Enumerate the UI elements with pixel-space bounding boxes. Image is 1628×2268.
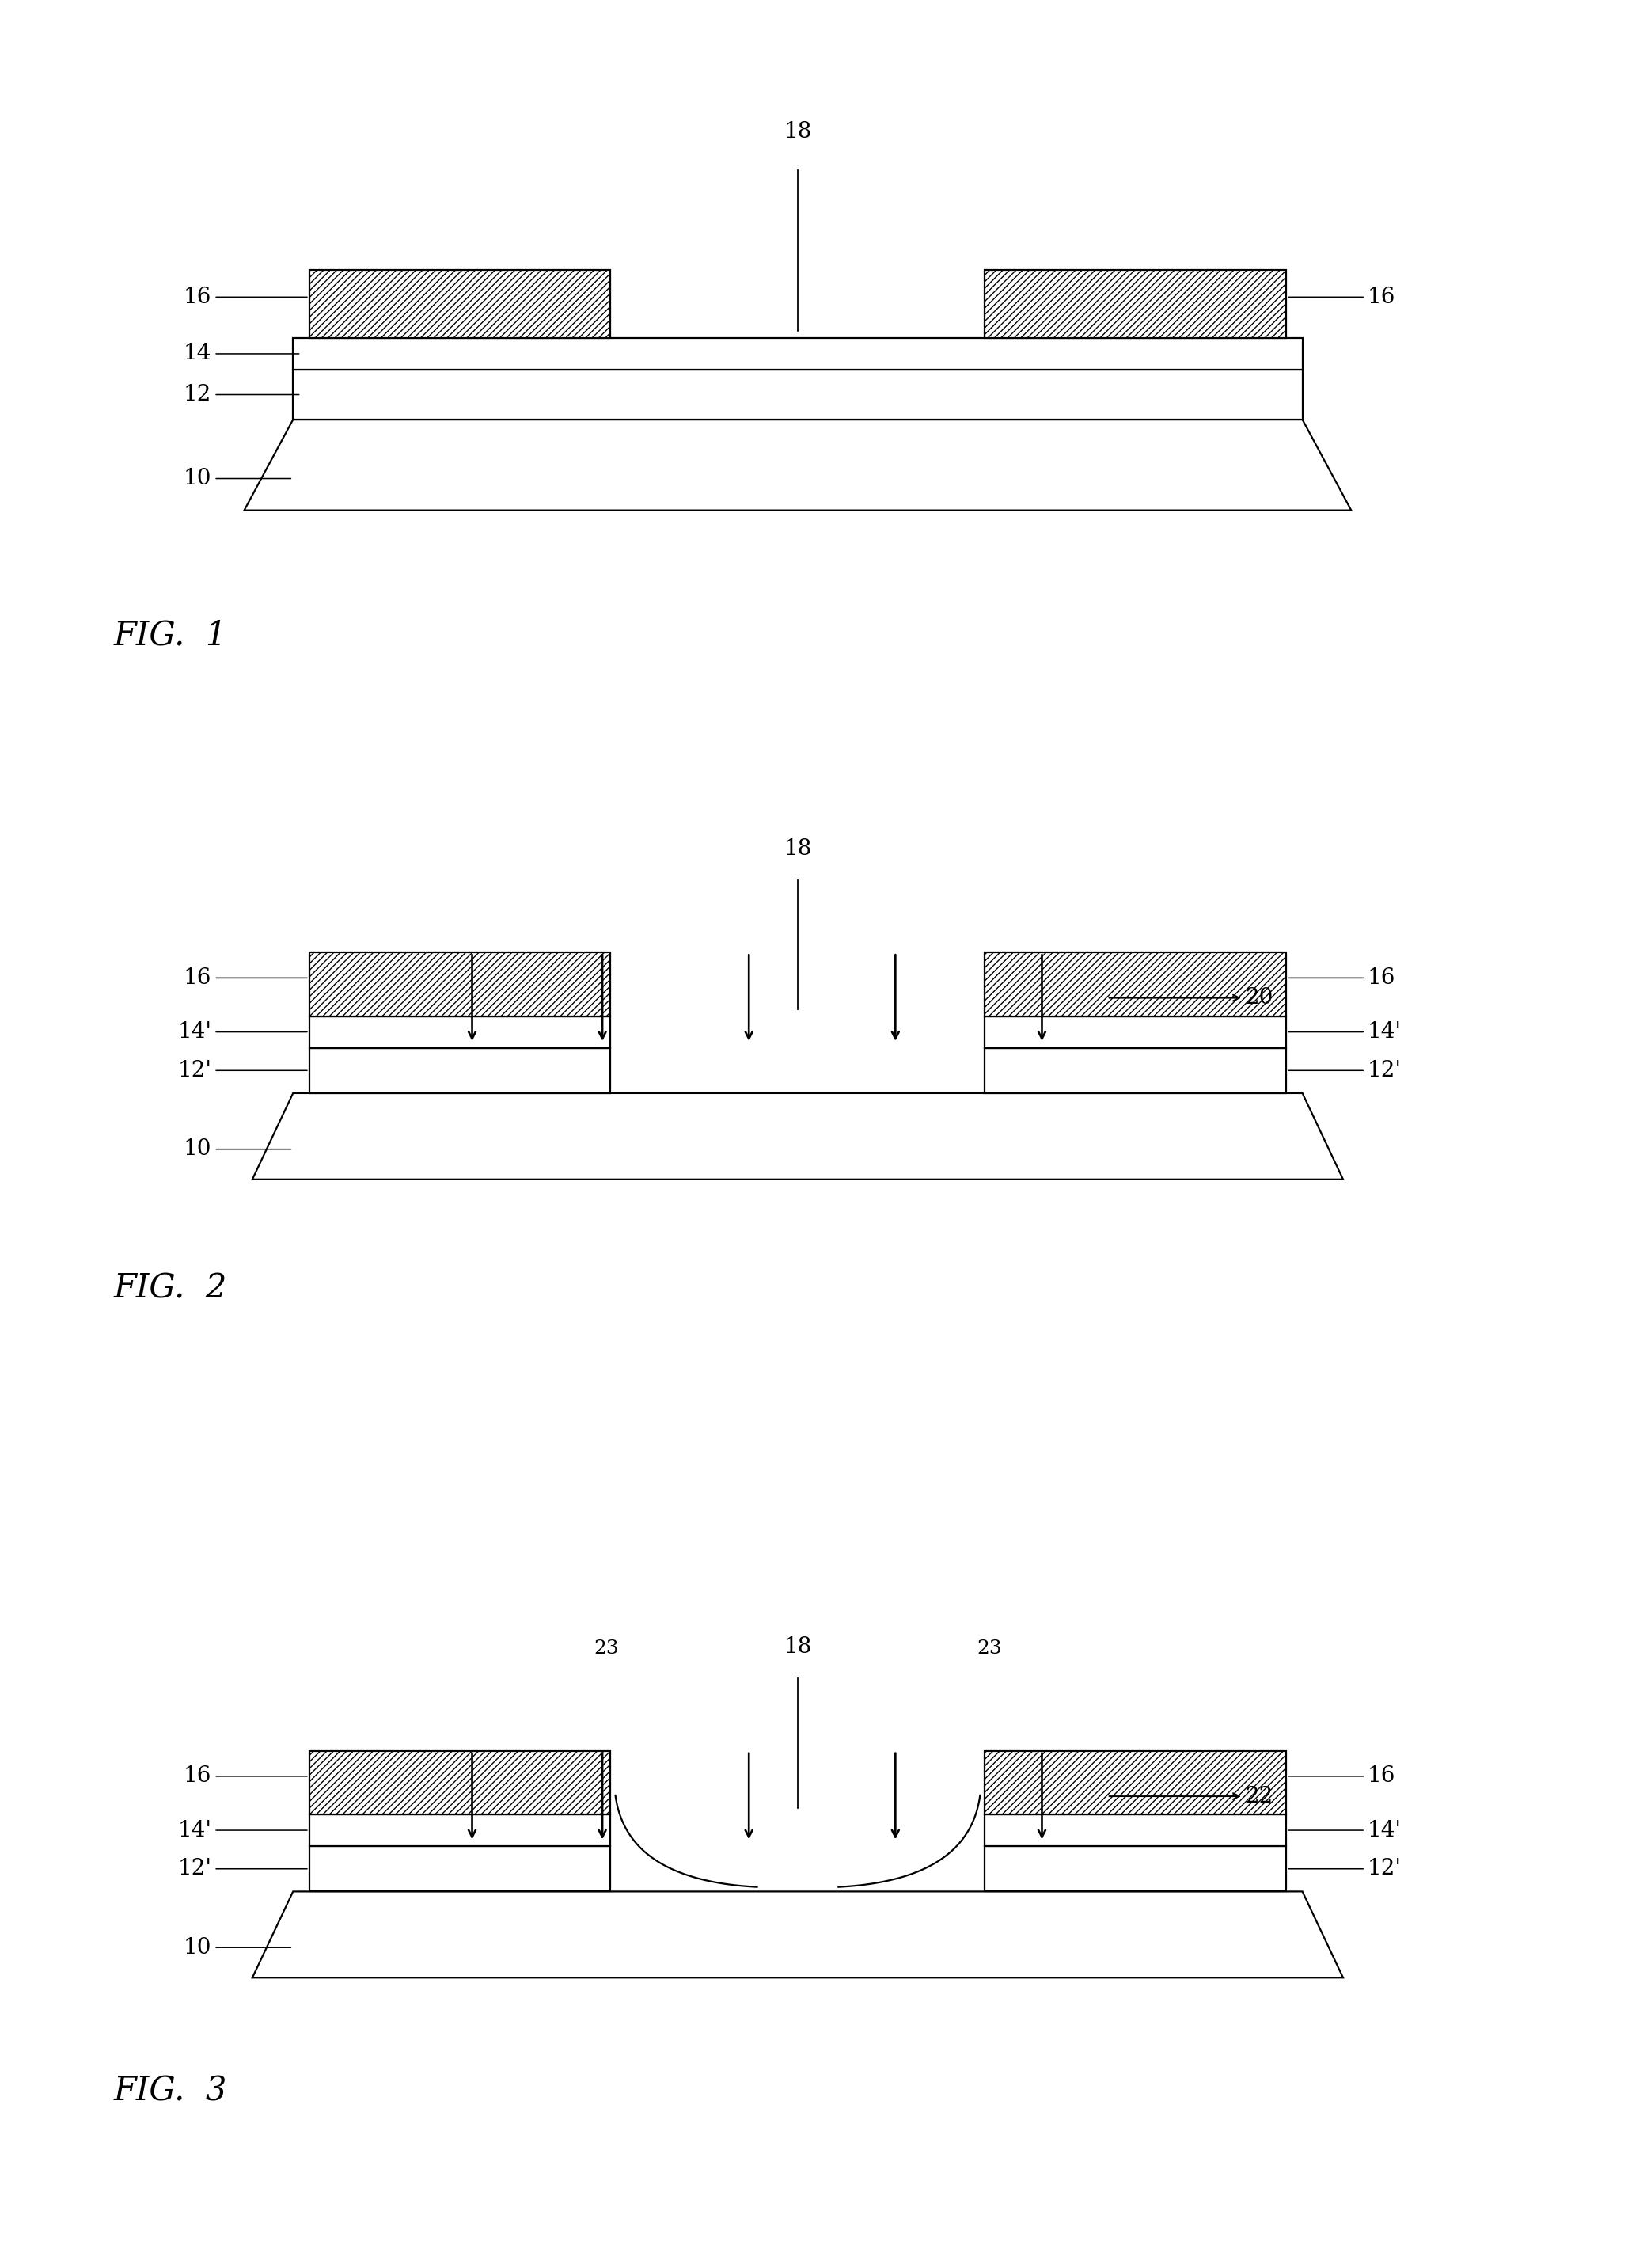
- Text: 18: 18: [783, 1637, 812, 1658]
- Bar: [985, 1048, 1286, 1093]
- Text: 23: 23: [594, 1640, 619, 1658]
- Text: FIG.  2: FIG. 2: [114, 1272, 228, 1304]
- Text: FIG.  3: FIG. 3: [114, 2075, 228, 2107]
- Bar: [985, 1814, 1286, 1846]
- Bar: [293, 338, 1302, 370]
- Bar: [309, 1048, 610, 1093]
- Text: 18: 18: [783, 122, 812, 143]
- Text: 10: 10: [184, 467, 291, 490]
- Bar: [309, 953, 610, 1016]
- Text: 12': 12': [177, 1059, 308, 1082]
- Bar: [985, 1751, 1286, 1814]
- Text: 16: 16: [1288, 966, 1395, 989]
- Text: 10: 10: [184, 1937, 291, 1957]
- Polygon shape: [252, 1093, 1343, 1179]
- Text: 14': 14': [177, 1021, 308, 1043]
- Text: 16: 16: [184, 966, 308, 989]
- Text: 12': 12': [1288, 1059, 1402, 1082]
- Text: 10: 10: [184, 1139, 291, 1159]
- Bar: [309, 1814, 610, 1846]
- Bar: [309, 1751, 610, 1814]
- Text: 20: 20: [1109, 987, 1273, 1009]
- Text: 16: 16: [1288, 286, 1395, 308]
- Bar: [309, 1016, 610, 1048]
- Text: 16: 16: [184, 1765, 308, 1787]
- Bar: [293, 370, 1302, 420]
- Text: 12': 12': [1288, 1857, 1402, 1880]
- Bar: [985, 1846, 1286, 1892]
- Bar: [309, 1846, 610, 1892]
- Text: 14': 14': [1288, 1021, 1402, 1043]
- Text: 12': 12': [177, 1857, 308, 1880]
- Bar: [985, 953, 1286, 1016]
- Text: 16: 16: [184, 286, 308, 308]
- Text: 18: 18: [783, 839, 812, 860]
- Polygon shape: [244, 420, 1351, 510]
- Polygon shape: [252, 1892, 1343, 1978]
- Text: 14': 14': [177, 1819, 308, 1842]
- Text: FIG.  1: FIG. 1: [114, 619, 228, 651]
- Text: 16: 16: [1288, 1765, 1395, 1787]
- Bar: [985, 1016, 1286, 1048]
- Bar: [985, 270, 1286, 338]
- Bar: [309, 270, 610, 338]
- Text: 23: 23: [977, 1640, 1001, 1658]
- Text: 22: 22: [1109, 1785, 1273, 1808]
- Text: 14': 14': [1288, 1819, 1402, 1842]
- Text: 12: 12: [184, 383, 300, 406]
- Text: 14: 14: [184, 342, 300, 365]
